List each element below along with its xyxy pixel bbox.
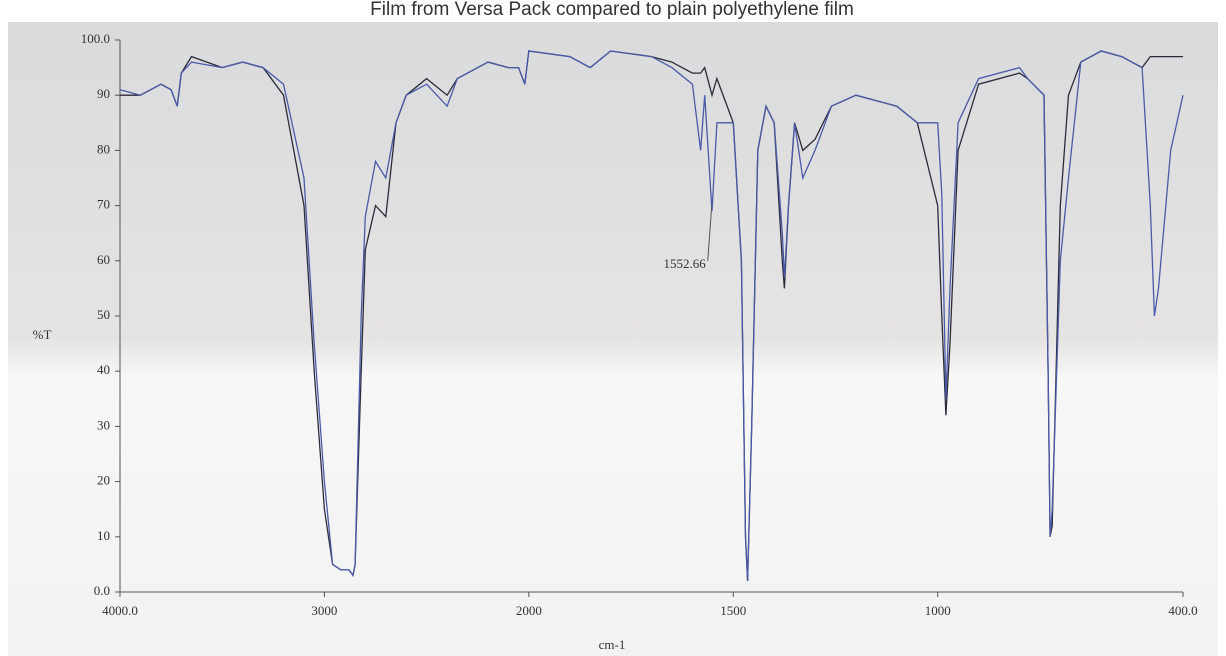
x-axis-label: cm-1 [599, 637, 626, 652]
y-tick-label: 100.0 [81, 31, 110, 46]
chart-title: Film from Versa Pack compared to plain p… [370, 0, 854, 20]
y-tick-label: 20 [97, 473, 110, 488]
x-tick-label: 400.0 [1168, 603, 1197, 618]
y-tick-label: 80 [97, 141, 110, 156]
y-axis-label: %T [33, 327, 52, 342]
y-tick-label: 0.0 [94, 583, 110, 598]
spectrum-line [119, 50, 1184, 582]
x-tick-label: 4000.0 [102, 603, 138, 618]
screen [8, 22, 1218, 656]
x-tick-label: 1000 [925, 603, 951, 618]
x-tick-label: 2000 [516, 603, 542, 618]
y-tick-label: 30 [97, 417, 110, 432]
y-tick-label: 70 [97, 197, 110, 212]
annotation: 1552.66 [663, 256, 706, 271]
y-tick-label: 10 [97, 528, 110, 543]
y-tick-label: 90 [97, 86, 110, 101]
annotation-leader [707, 205, 713, 261]
y-tick-label: 40 [97, 362, 110, 377]
y-tick-label: 60 [97, 252, 110, 267]
x-tick-label: 3000 [311, 603, 337, 618]
x-tick-label: 1500 [720, 603, 746, 618]
y-tick-label: 50 [97, 307, 110, 322]
